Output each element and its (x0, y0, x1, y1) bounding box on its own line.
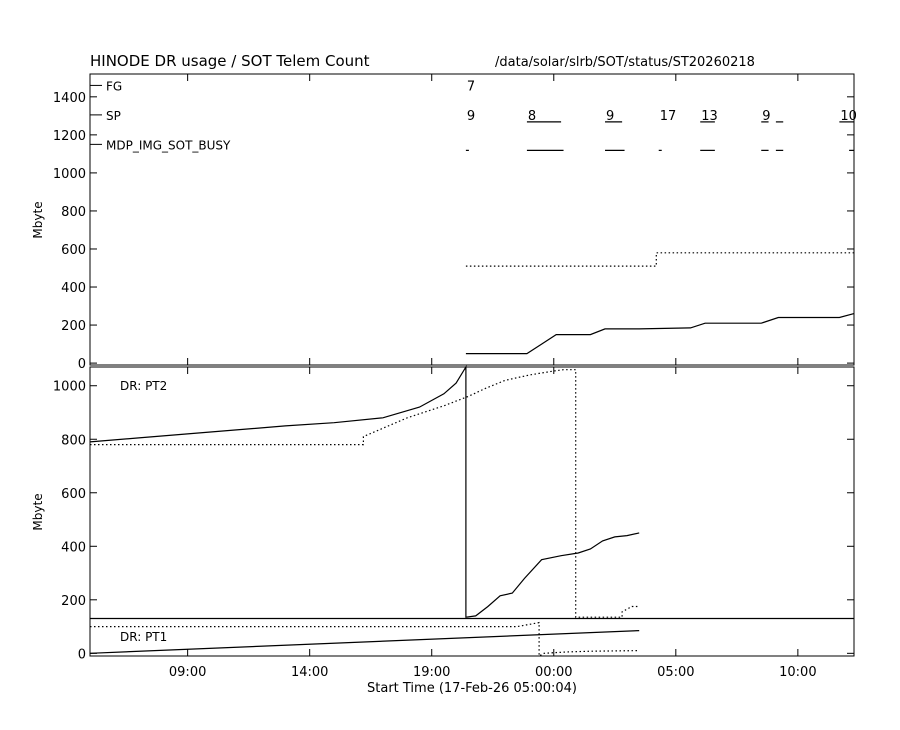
x-tick-label: 19:00 (413, 665, 450, 680)
bottom-series-2 (89, 630, 640, 654)
top-y-tick-label: 0 (78, 357, 86, 372)
bottom-series-1 (90, 369, 640, 618)
x-tick-label: 09:00 (169, 665, 206, 680)
annotation-count: 7 (467, 79, 475, 94)
annotation-count: 9 (762, 109, 770, 124)
annotation-count: 9 (606, 109, 614, 124)
bottom-panel-frame (89, 366, 855, 657)
bottom-series-0 (89, 364, 640, 618)
legend-pt2: DR: PT2 (120, 379, 167, 393)
top-panel-frame (89, 73, 855, 366)
bottom-y-tick-label: 400 (61, 540, 86, 555)
top-y-tick-label: 600 (61, 243, 86, 258)
top-panel: 0 200 400 600 800 1000 1200 1400 FG SP MDP_IMG_SO… (31, 73, 857, 372)
x-tick-label: 10:00 (779, 665, 816, 680)
data-path: /data/solar/slrb/SOT/status/ST20260218 (495, 55, 755, 70)
top-y-tick-label: 1200 (53, 129, 86, 144)
bottom-y-axis-label: Mbyte (31, 493, 45, 530)
annotation-row-label: FG (106, 79, 122, 93)
legend-pt1: DR: PT1 (120, 630, 167, 644)
bottom-y-tick-label: 600 (61, 487, 86, 502)
top-y-tick-label: 200 (61, 319, 86, 334)
bottom-y-tick-label: 1000 (53, 380, 86, 395)
x-tick-label: 00:00 (535, 665, 572, 680)
annotation-count: 17 (660, 109, 677, 124)
x-axis-label: Start Time (17-Feb-26 05:00:04) (367, 681, 577, 696)
x-tick-label: 05:00 (657, 665, 694, 680)
top-y-tick-label: 1400 (53, 91, 86, 106)
bottom-y-tick-label: 0 (78, 647, 86, 662)
top-y-axis-label: Mbyte (31, 201, 45, 238)
annotation-count: 13 (701, 109, 718, 124)
annotation-row-label: SP (106, 109, 121, 123)
bottom-y-tick-label: 200 (61, 594, 86, 609)
x-tick-label: 14:00 (291, 665, 328, 680)
top-y-tick-label: 1000 (53, 167, 86, 182)
top-series-1 (465, 313, 855, 355)
annotation-row-label: MDP_IMG_SOT_BUSY (106, 138, 231, 152)
annotation-count: 9 (467, 109, 475, 124)
annotation-count: 8 (528, 109, 536, 124)
top-series-0 (465, 252, 854, 267)
bottom-y-tick-label: 800 (61, 433, 86, 448)
top-y-tick-label: 400 (61, 281, 86, 296)
annotation-count: 10 (840, 109, 857, 124)
top-y-tick-label: 800 (61, 205, 86, 220)
bottom-series-3 (90, 621, 640, 658)
chart-title: HINODE DR usage / SOT Telem Count (90, 52, 370, 70)
bottom-panel: 0 200 400 600 800 1000 Mbyte DR: PT2 DR: PT1 (31, 364, 855, 662)
